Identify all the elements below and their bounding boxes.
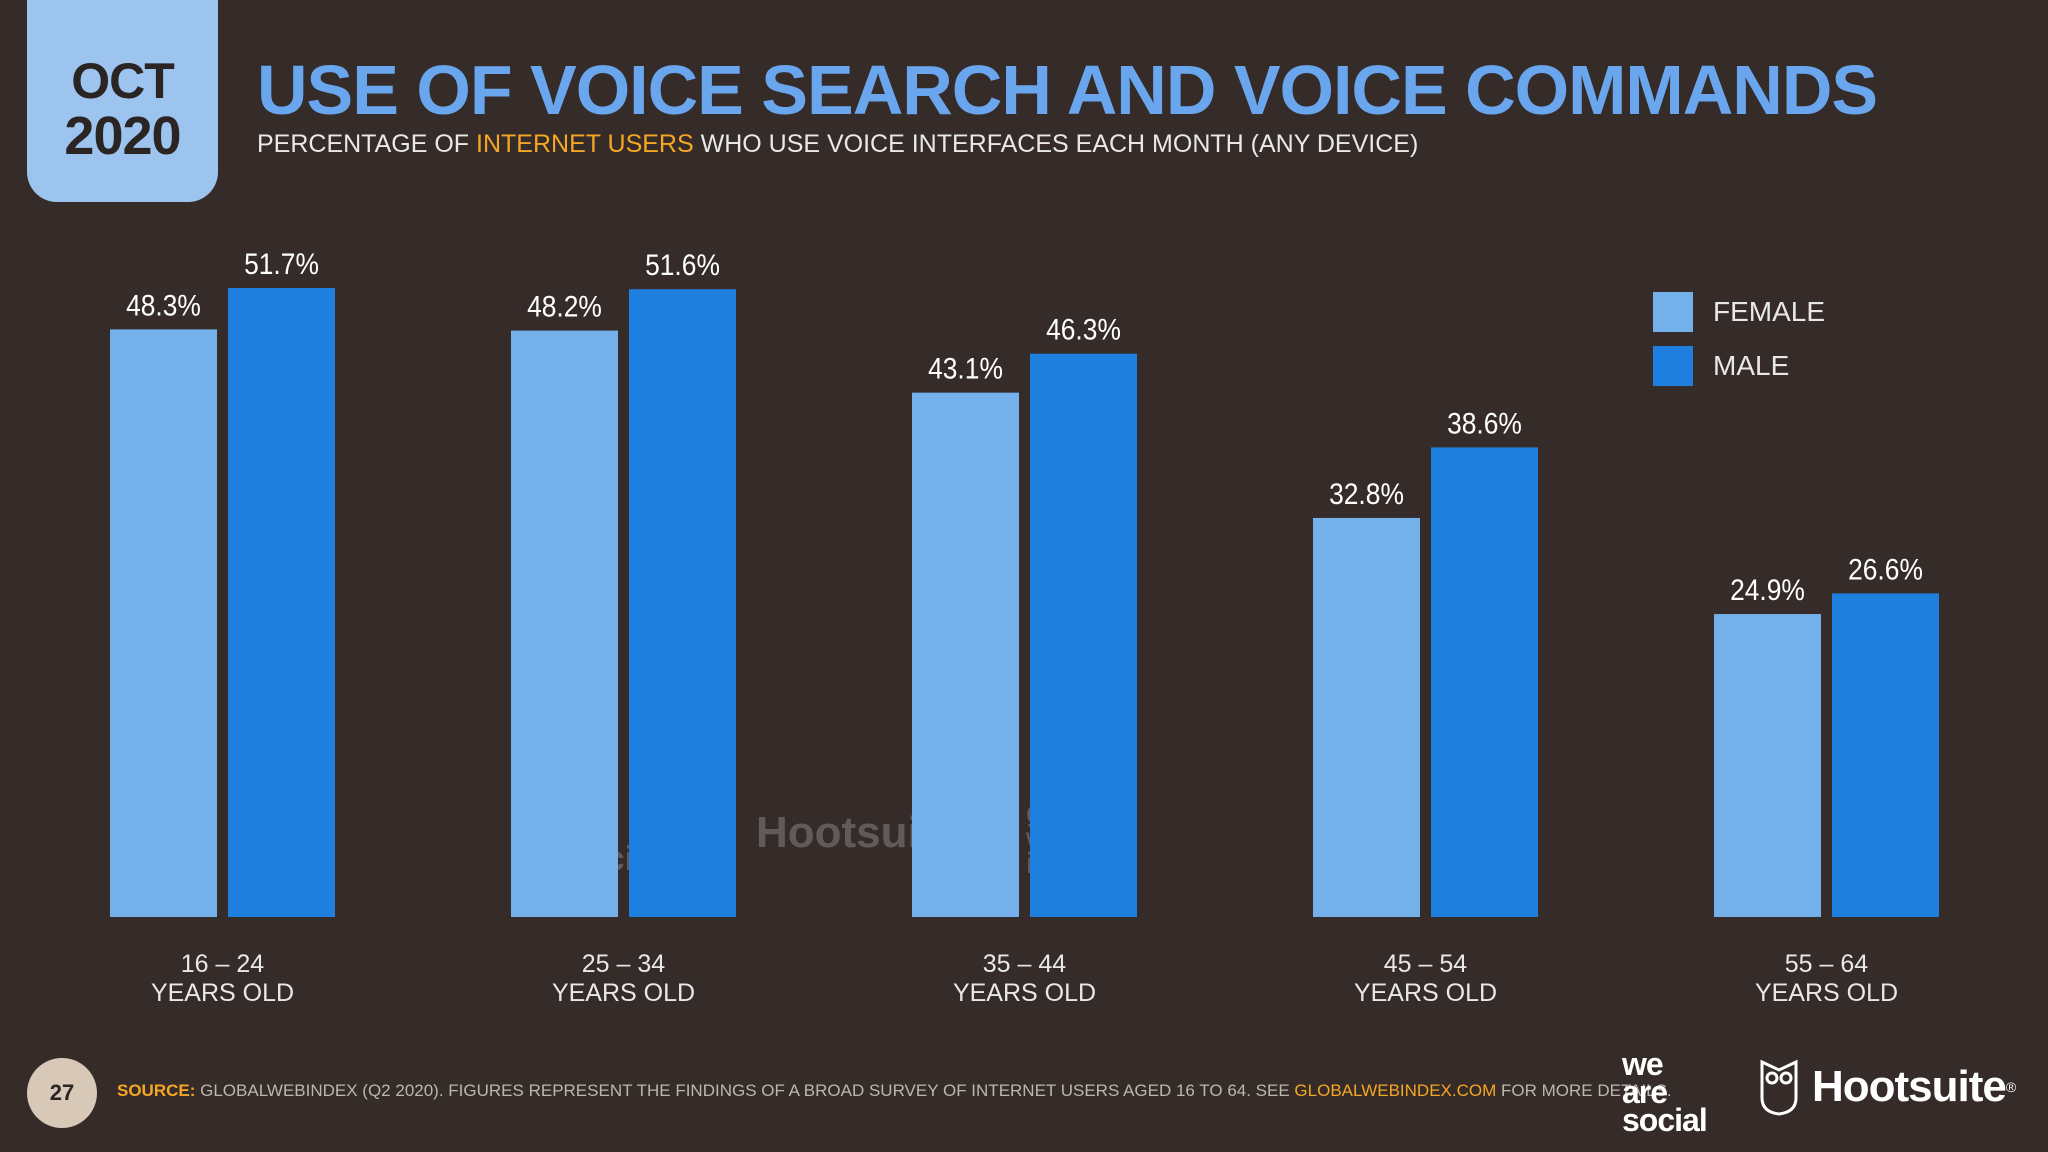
category-label-line1-5: 55 – 64 [1785, 950, 1869, 978]
data-label-female-5: 24.9% [1730, 572, 1805, 606]
hootsuite-text: Hootsuite [1812, 1062, 2007, 1111]
logo-was-line1: we [1622, 1046, 1664, 1082]
data-label-female-1: 48.3% [126, 288, 201, 322]
category-label-line2-4: YEARS OLD [1354, 979, 1497, 1007]
category-label-line1-1: 16 – 24 [181, 950, 265, 978]
legend-swatch-male [1653, 346, 1693, 386]
bar-male-1 [228, 288, 335, 917]
we-are-social-logo: we are social [1622, 1046, 1708, 1139]
bar-male-3 [1030, 353, 1137, 918]
badge-year: 2020 [64, 105, 181, 166]
chart-legend: FEMALE MALE [1653, 292, 1825, 400]
data-label-male-5: 26.6% [1848, 552, 1923, 586]
data-label-female-2: 48.2% [527, 289, 602, 323]
data-label-male-3: 46.3% [1046, 312, 1121, 346]
page-number: 27 [27, 1058, 97, 1128]
bar-female-3 [912, 392, 1019, 917]
legend-label-male: MALE [1713, 350, 1790, 381]
registered-mark: ® [2005, 1079, 2017, 1095]
logo-was-line2: are [1622, 1074, 1668, 1111]
category-label-line1-3: 35 – 44 [983, 950, 1067, 978]
source-text: GLOBALWEBINDEX (Q2 2020). FIGURES REPRES… [195, 1081, 1295, 1100]
source-link[interactable]: GLOBALWEBINDEX.COM [1294, 1081, 1497, 1100]
badge-month: OCT [71, 53, 175, 110]
subtitle-highlight: INTERNET USERS [476, 130, 694, 158]
page-title: USE OF VOICE SEARCH AND VOICE COMMANDS [257, 51, 1878, 129]
legend-item-male: MALE [1653, 346, 1825, 386]
bar-male-5 [1832, 593, 1939, 917]
data-label-female-3: 43.1% [928, 351, 1003, 385]
source-label: SOURCE: [117, 1081, 196, 1100]
bar-female-1 [110, 329, 217, 917]
category-label-line2-3: YEARS OLD [953, 979, 1096, 1007]
bar-female-2 [511, 330, 618, 917]
bar-male-4 [1431, 447, 1538, 917]
legend-item-female: FEMALE [1653, 292, 1825, 332]
legend-swatch-female [1653, 292, 1693, 332]
source-end: FOR MORE DETAILS. [1496, 1081, 1672, 1100]
category-label-line1-2: 25 – 34 [582, 950, 666, 978]
bar-female-4 [1313, 517, 1420, 917]
category-label-line2-5: YEARS OLD [1755, 979, 1898, 1007]
source-note: SOURCE: GLOBALWEBINDEX (Q2 2020). FIGURE… [117, 1081, 1672, 1101]
data-label-male-4: 38.6% [1447, 406, 1522, 440]
data-label-female-4: 32.8% [1329, 476, 1404, 510]
legend-label-female: FEMALE [1713, 296, 1826, 327]
category-label-line1-4: 45 – 54 [1384, 950, 1468, 978]
logo-was-line3: social [1622, 1102, 1708, 1139]
subtitle-after: WHO USE VOICE INTERFACES EACH MONTH (ANY… [693, 130, 1419, 158]
bar-male-2 [629, 289, 736, 917]
hootsuite-logo: Hootsuite ® [1758, 1058, 2016, 1116]
bar-female-5 [1714, 614, 1821, 917]
owl-icon [1760, 1059, 1798, 1116]
category-label-line2-2: YEARS OLD [552, 979, 695, 1007]
subtitle-before: PERCENTAGE OF [257, 130, 477, 158]
category-label-line2-1: YEARS OLD [151, 979, 294, 1007]
page-subtitle: PERCENTAGE OF INTERNET USERS WHO USE VOI… [257, 130, 1418, 159]
data-label-male-1: 51.7% [244, 246, 319, 280]
data-label-male-2: 51.6% [645, 248, 720, 282]
date-badge: OCT 2020 [27, 0, 218, 202]
